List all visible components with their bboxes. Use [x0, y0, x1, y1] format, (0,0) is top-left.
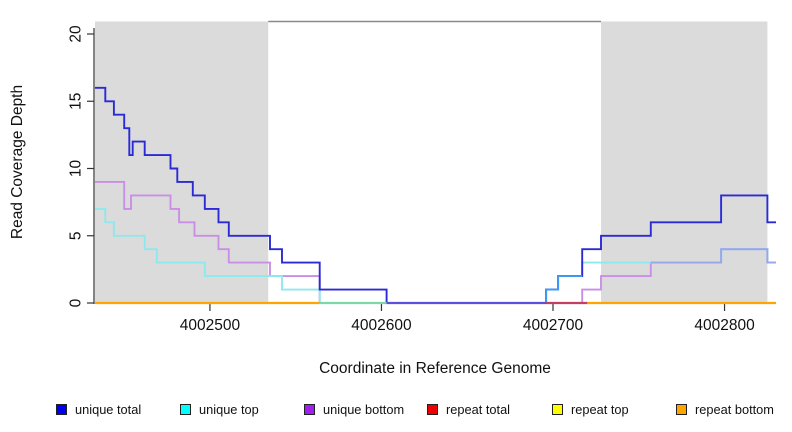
- legend-item-unique-bottom: unique bottom: [304, 401, 404, 417]
- legend-item-repeat-bottom: repeat bottom: [676, 401, 774, 417]
- legend-label: unique total: [75, 401, 142, 417]
- legend-label: repeat top: [571, 401, 629, 417]
- x-tick-label: 4002800: [694, 317, 755, 334]
- axes: 0 5 10 15 20 4002500 4002600 4002700 4002800: [68, 25, 756, 334]
- repeat-region-left: [95, 21, 269, 304]
- legend-swatch: [427, 403, 438, 415]
- repeat-region-right: [601, 21, 768, 304]
- legend: unique total unique top unique bottom repea…: [0, 401, 792, 423]
- y-tick-label: 0: [68, 298, 85, 307]
- repeat-regions: [95, 20, 768, 304]
- y-axis-label: Read Coverage Depth: [9, 85, 26, 239]
- legend-item-repeat-total: repeat total: [427, 401, 510, 417]
- y-tick-label: 20: [68, 25, 85, 43]
- x-tick-label: 4002700: [523, 317, 584, 334]
- x-tick-label: 4002600: [351, 317, 412, 334]
- legend-label: repeat total: [446, 401, 511, 417]
- legend-swatch: [180, 403, 191, 415]
- legend-swatch: [552, 403, 563, 415]
- legend-swatch: [56, 403, 67, 415]
- legend-swatch: [676, 403, 687, 415]
- y-tick-label: 5: [68, 231, 85, 240]
- legend-item-repeat-top: repeat top: [552, 401, 629, 417]
- x-tick-label: 4002500: [180, 317, 241, 334]
- y-tick-label: 10: [68, 160, 85, 178]
- unique-total-line: [95, 86, 776, 304]
- unique-total-top-overlap: [545, 275, 583, 303]
- legend-label: repeat bottom: [695, 401, 774, 417]
- y-tick-label: 15: [68, 93, 85, 110]
- coverage-lines: [95, 86, 776, 305]
- x-axis-label: Coordinate in Reference Genome: [319, 360, 551, 377]
- legend-item-unique-total: unique total: [56, 401, 141, 417]
- legend-label: unique bottom: [323, 401, 405, 417]
- legend-item-unique-top: unique top: [180, 401, 259, 417]
- unique-top-bottom-overlap: [650, 248, 776, 264]
- legend-swatch: [304, 403, 315, 415]
- legend-label: unique top: [199, 401, 259, 417]
